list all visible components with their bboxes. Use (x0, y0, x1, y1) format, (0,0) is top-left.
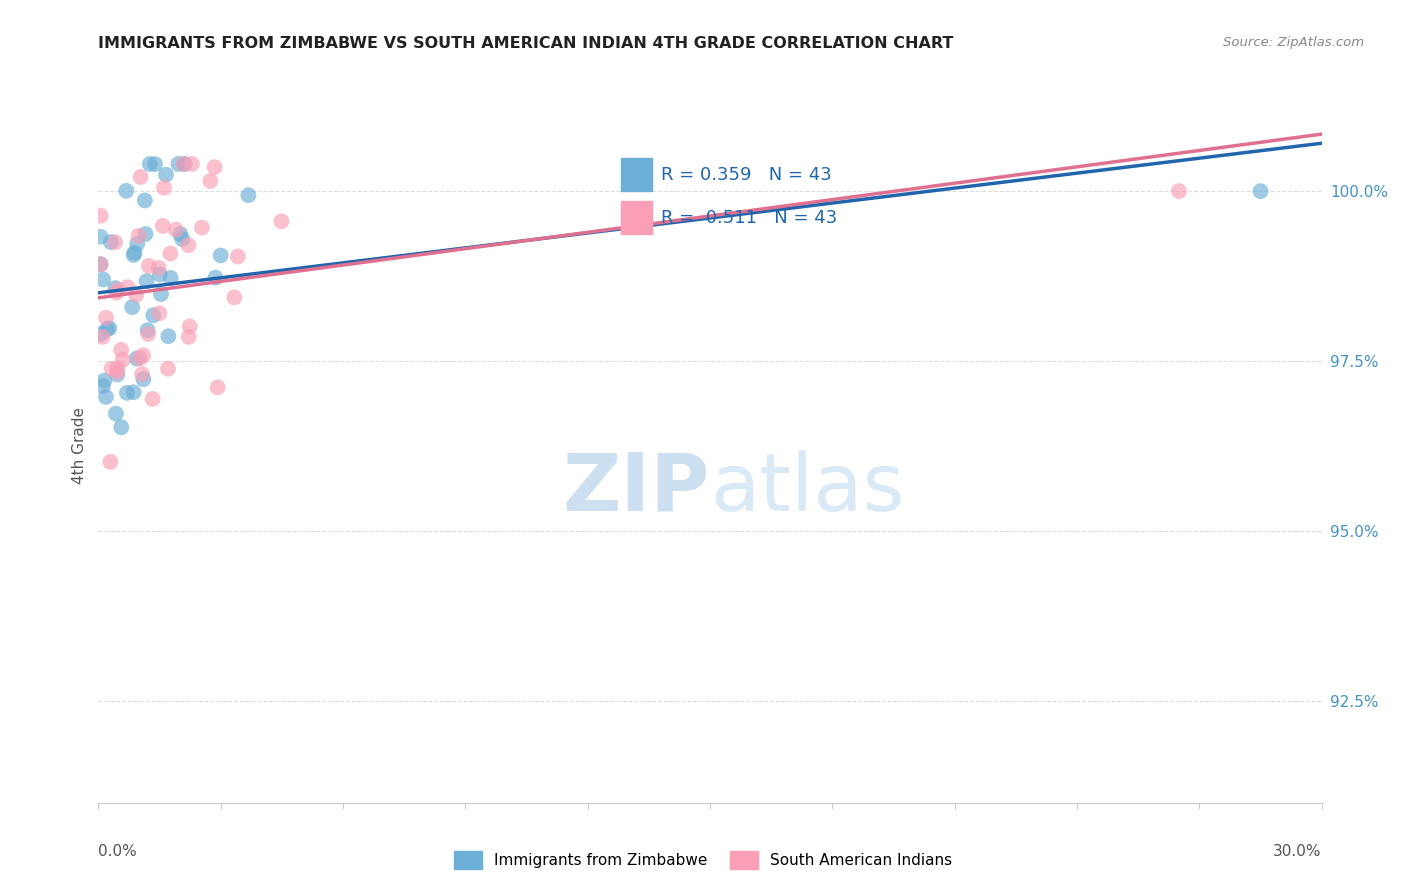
Point (115, 385, 138, 400)
Point (122, 248, 145, 262)
Point (177, 238, 200, 252)
Point (107, 283, 129, 297)
Point (135, 274, 157, 288)
Text: ZIP: ZIP (562, 450, 710, 528)
Point (1167, 184, 1189, 198)
Bar (621, 158, 652, 191)
Point (129, 169, 152, 184)
Point (270, 214, 292, 228)
Point (167, 157, 190, 171)
Point (134, 194, 156, 208)
Legend: Immigrants from Zimbabwe, South American Indians: Immigrants from Zimbabwe, South American… (449, 845, 957, 875)
Point (124, 245, 146, 260)
Text: R =  0.511   N = 43: R = 0.511 N = 43 (661, 209, 838, 227)
Point (238, 188, 260, 202)
Point (100, 235, 122, 249)
Point (91, 379, 114, 393)
Point (96, 322, 118, 336)
Point (105, 368, 128, 382)
Y-axis label: 4th Grade: 4th Grade (72, 408, 87, 484)
Point (132, 348, 155, 362)
Point (204, 270, 226, 285)
Point (142, 392, 165, 406)
Point (105, 365, 128, 379)
Point (132, 372, 155, 386)
Point (136, 323, 159, 337)
Point (138, 259, 160, 273)
Point (172, 232, 194, 246)
Point (110, 343, 132, 357)
Point (89, 257, 111, 271)
Point (173, 157, 195, 171)
Point (142, 308, 165, 322)
Point (94, 310, 117, 325)
Point (159, 246, 181, 260)
Point (139, 157, 162, 171)
Text: IMMIGRANTS FROM ZIMBABWE VS SOUTH AMERICAN INDIAN 4TH GRADE CORRELATION CHART: IMMIGRANTS FROM ZIMBABWE VS SOUTH AMERIC… (98, 36, 953, 51)
Point (155, 168, 177, 182)
Point (91, 272, 114, 286)
Point (207, 380, 229, 394)
Point (150, 287, 173, 301)
Point (156, 361, 179, 376)
Point (134, 227, 156, 241)
Point (98, 321, 121, 335)
Point (173, 157, 195, 171)
Point (122, 385, 145, 400)
Point (149, 268, 172, 282)
Point (200, 174, 222, 188)
Point (159, 271, 181, 285)
Bar (621, 202, 652, 235)
Point (179, 319, 201, 334)
Point (115, 184, 138, 198)
Point (153, 180, 176, 194)
Point (180, 157, 202, 171)
Text: Source: ZipAtlas.com: Source: ZipAtlas.com (1223, 36, 1364, 49)
Point (209, 248, 232, 262)
Point (148, 260, 170, 275)
Point (177, 330, 200, 344)
Point (89, 229, 111, 244)
Point (125, 287, 148, 301)
Text: R = 0.359   N = 43: R = 0.359 N = 43 (661, 166, 832, 184)
Point (131, 367, 153, 381)
Point (90, 257, 112, 271)
Text: 0.0%: 0.0% (98, 844, 138, 859)
Point (93, 374, 115, 388)
Point (104, 281, 127, 295)
Point (157, 329, 180, 343)
Point (117, 280, 139, 294)
Point (136, 326, 159, 341)
Point (90, 326, 112, 341)
Point (121, 300, 143, 314)
Point (128, 351, 150, 366)
Point (143, 157, 166, 171)
Text: 30.0%: 30.0% (1274, 844, 1322, 859)
Point (100, 361, 122, 376)
Point (152, 219, 174, 233)
Point (105, 285, 128, 300)
Point (104, 235, 127, 250)
Point (110, 420, 132, 434)
Point (91, 330, 114, 344)
Point (128, 228, 150, 243)
Point (127, 236, 149, 251)
Point (204, 160, 226, 174)
Point (111, 352, 134, 367)
Point (224, 290, 246, 304)
Point (1249, 184, 1271, 198)
Point (148, 306, 170, 320)
Text: atlas: atlas (710, 450, 904, 528)
Point (226, 250, 249, 264)
Point (104, 407, 127, 421)
Point (100, 455, 122, 469)
Point (191, 220, 214, 235)
Point (169, 227, 191, 241)
Point (94, 390, 117, 404)
Point (107, 360, 129, 375)
Point (165, 223, 187, 237)
Point (90, 209, 112, 223)
Point (125, 351, 148, 366)
